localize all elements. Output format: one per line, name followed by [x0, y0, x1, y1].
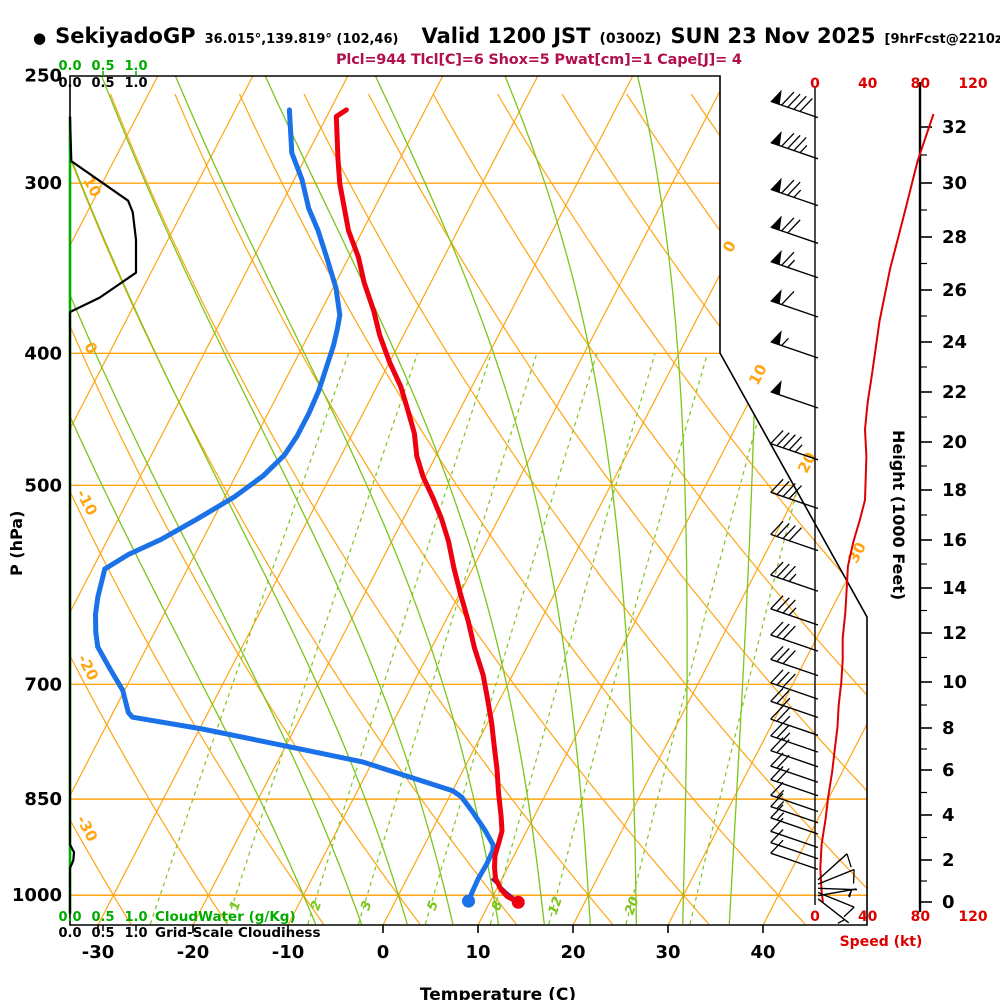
- wind-barbs: [770, 89, 858, 924]
- svg-text:0.5: 0.5: [91, 910, 114, 925]
- svg-text:32: 32: [942, 117, 967, 138]
- svg-text:0: 0: [377, 942, 390, 963]
- surface-dewpoint-dot: [462, 894, 476, 908]
- svg-text:0.0: 0.0: [58, 910, 81, 925]
- valid-date: SUN 23 Nov 2025: [670, 24, 876, 48]
- temperature-axis: -30 -20 -10 0 10 20 30 40 Temperature (C): [82, 925, 776, 1000]
- sounding-curves: [93, 107, 525, 909]
- svg-text:0: 0: [80, 339, 101, 357]
- wind-speed-profile: [819, 113, 935, 903]
- svg-text:500: 500: [24, 475, 62, 496]
- dewpoint-curve: [93, 107, 496, 904]
- temperature-curve: [333, 107, 521, 905]
- svg-text:8: 8: [489, 899, 506, 913]
- svg-text:4: 4: [942, 805, 955, 826]
- cloud-scales: 0.00.00.00.00.50.50.50.51.01.01.01.0Clou…: [58, 59, 320, 941]
- svg-text:14: 14: [942, 578, 967, 599]
- svg-text:2: 2: [942, 850, 955, 871]
- svg-text:400: 400: [24, 343, 62, 364]
- valid-time-z: (0300Z): [599, 31, 662, 47]
- cloud-profiles: [68, 116, 138, 914]
- svg-text:-20: -20: [74, 651, 103, 683]
- station-name: SekiyadoGP: [55, 24, 196, 48]
- svg-text:20: 20: [622, 895, 642, 917]
- svg-text:30: 30: [655, 942, 680, 963]
- svg-text:6: 6: [942, 760, 955, 781]
- svg-text:-20: -20: [177, 942, 210, 963]
- svg-text:12: 12: [942, 623, 967, 644]
- svg-text:300: 300: [24, 173, 62, 194]
- chart-title: ● SekiyadoGP 36.015°,139.819° (102,46) V…: [33, 24, 1000, 48]
- svg-text:Grid-Scale Cloudiness: Grid-Scale Cloudiness: [155, 925, 321, 941]
- svg-text:10: 10: [79, 173, 105, 200]
- svg-text:Speed (kt): Speed (kt): [840, 934, 923, 950]
- valid-time: Valid 1200 JST: [421, 24, 591, 48]
- svg-text:8: 8: [942, 718, 955, 739]
- svg-text:850: 850: [24, 789, 62, 810]
- svg-text:0.5: 0.5: [91, 926, 114, 941]
- svg-text:28: 28: [942, 227, 967, 248]
- svg-text:Height (1000 Feet): Height (1000 Feet): [889, 430, 908, 600]
- svg-text:700: 700: [24, 674, 62, 695]
- svg-text:P (hPa): P (hPa): [7, 511, 26, 576]
- svg-text:40: 40: [858, 909, 878, 925]
- svg-text:40: 40: [750, 942, 775, 963]
- svg-text:0.5: 0.5: [91, 59, 114, 74]
- svg-text:120: 120: [958, 909, 987, 925]
- svg-text:-30: -30: [82, 942, 115, 963]
- svg-text:40: 40: [858, 76, 878, 92]
- svg-text:CloudWater (g/Kg): CloudWater (g/Kg): [155, 909, 296, 925]
- svg-text:24: 24: [942, 332, 967, 353]
- svg-text:-30: -30: [73, 812, 102, 844]
- svg-text:3: 3: [358, 899, 375, 913]
- svg-text:0: 0: [942, 892, 955, 913]
- svg-text:1.0: 1.0: [124, 76, 147, 91]
- svg-text:26: 26: [942, 280, 967, 301]
- svg-text:0.0: 0.0: [58, 76, 81, 91]
- sounding-indices: Plcl=944 Tlcl[C]=6 Shox=5 Pwat[cm]=1 Cap…: [336, 52, 742, 68]
- svg-text:30: 30: [942, 173, 967, 194]
- svg-text:10: 10: [942, 672, 967, 693]
- svg-text:0: 0: [810, 909, 820, 925]
- svg-text:80: 80: [911, 909, 931, 925]
- svg-text:20: 20: [942, 432, 967, 453]
- svg-text:1000: 1000: [12, 885, 62, 906]
- svg-text:16: 16: [942, 530, 967, 551]
- plot-border: [69, 75, 868, 926]
- surface-temperature-dot: [511, 895, 525, 909]
- svg-text:0.0: 0.0: [58, 59, 81, 74]
- svg-text:1.0: 1.0: [124, 910, 147, 925]
- svg-text:12: 12: [546, 895, 566, 917]
- svg-text:1.0: 1.0: [124, 926, 147, 941]
- svg-text:20: 20: [560, 942, 585, 963]
- svg-text:0.0: 0.0: [58, 926, 81, 941]
- svg-text:250: 250: [24, 65, 62, 86]
- station-bullet-icon: ●: [33, 29, 47, 47]
- svg-text:120: 120: [958, 76, 987, 92]
- svg-text:10: 10: [465, 942, 490, 963]
- svg-text:Temperature (C): Temperature (C): [420, 985, 576, 1000]
- station-coordinates: 36.015°,139.819° (102,46): [204, 32, 399, 47]
- forecast-note: [9hrFcst@2210z]: [884, 32, 1000, 47]
- svg-text:80: 80: [911, 76, 931, 92]
- svg-text:0: 0: [810, 76, 820, 92]
- svg-text:0.5: 0.5: [91, 76, 114, 91]
- svg-text:-10: -10: [272, 942, 305, 963]
- svg-text:0: 0: [719, 238, 740, 256]
- svg-text:18: 18: [942, 480, 967, 501]
- svg-text:10: 10: [745, 361, 771, 388]
- svg-text:22: 22: [942, 382, 967, 403]
- svg-text:-10: -10: [72, 486, 101, 518]
- svg-text:5: 5: [425, 899, 442, 913]
- svg-text:1.0: 1.0: [124, 59, 147, 74]
- pressure-axis: 250 300 400 500 700 850 1000 P (hPa): [7, 65, 62, 906]
